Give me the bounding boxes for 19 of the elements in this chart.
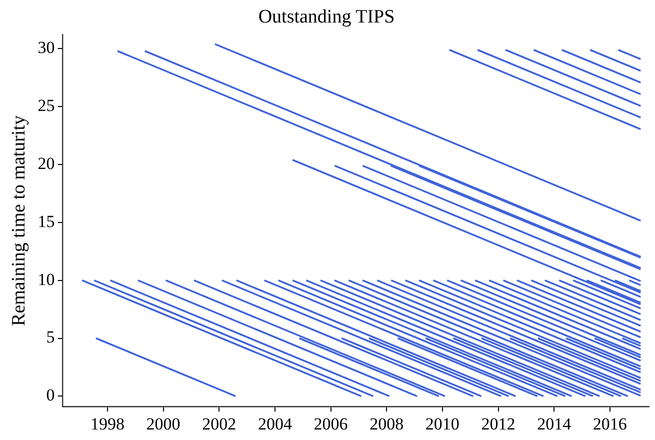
y-tick-label: 10 xyxy=(38,270,55,289)
y-tick-label: 25 xyxy=(38,96,55,116)
x-tick-label: 2012 xyxy=(481,414,516,434)
x-tick-label: 2016 xyxy=(592,414,627,434)
y-tick-label: 20 xyxy=(38,154,55,173)
x-tick-label: 2014 xyxy=(537,414,572,434)
x-tick-label: 2006 xyxy=(314,414,348,434)
x-tick-label: 2004 xyxy=(258,414,292,434)
y-tick-label: 30 xyxy=(38,38,55,58)
y-axis-title: Remaining time to maturity xyxy=(8,114,30,326)
x-tick-label: 2000 xyxy=(146,414,180,434)
y-tick-label: 15 xyxy=(38,212,55,231)
x-tick-label: 2008 xyxy=(370,414,404,434)
x-tick-label: 2010 xyxy=(425,414,460,434)
y-tick-label: 0 xyxy=(46,386,55,405)
x-tick-label: 2002 xyxy=(202,414,236,434)
x-tick-label: 1998 xyxy=(90,414,124,434)
y-tick-label: 5 xyxy=(46,328,55,347)
chart-title: Outstanding TIPS xyxy=(258,6,395,28)
